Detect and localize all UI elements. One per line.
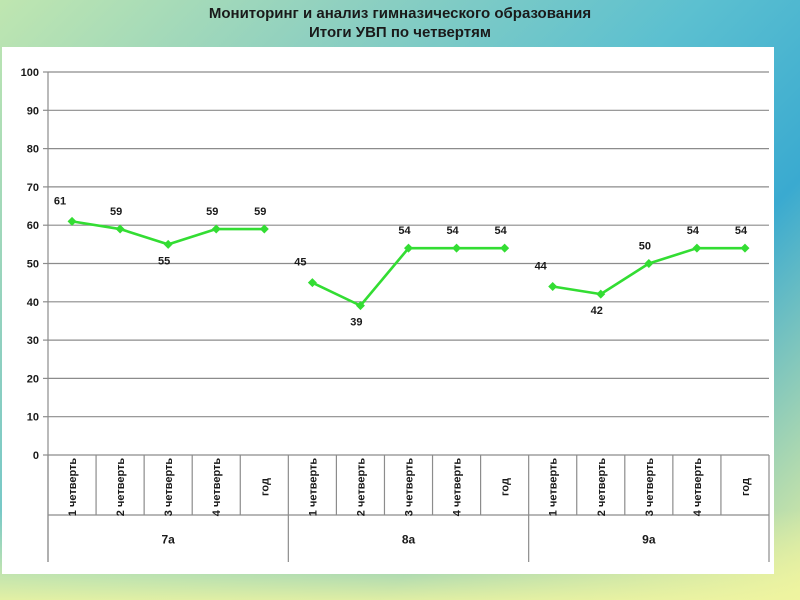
ytick-label: 10 (27, 412, 39, 424)
data-label: 54 (687, 225, 700, 237)
data-label: 61 (54, 195, 66, 207)
data-point (259, 224, 269, 234)
group-label-7а: 7а (161, 533, 175, 547)
data-point (355, 301, 365, 311)
data-label: 54 (735, 225, 748, 237)
ytick-label: 90 (27, 105, 39, 117)
category-label: 1 четверть (307, 458, 319, 517)
data-label: 55 (158, 255, 170, 267)
data-point (596, 289, 606, 299)
category-label: 1 четверть (67, 458, 79, 517)
category-label: 4 четверть (211, 458, 223, 517)
data-point (548, 281, 558, 291)
category-label: 4 четверть (692, 458, 704, 517)
data-label: 42 (591, 305, 603, 317)
data-point (644, 259, 654, 268)
data-label: 45 (294, 257, 306, 269)
y-tick-labels: 0 10 20 30 40 50 60 70 80 90 100 (21, 67, 39, 462)
group-label-9а: 9а (642, 533, 656, 547)
category-label: год (740, 478, 752, 496)
category-label: год (259, 478, 271, 496)
data-label: 50 (639, 241, 651, 253)
ytick-label: 50 (27, 259, 39, 271)
data-point (692, 243, 702, 253)
data-label: 44 (535, 260, 548, 272)
series-line-8а (311, 246, 505, 307)
data-point (404, 243, 413, 253)
data-point (211, 224, 221, 234)
ytick-label: 0 (33, 450, 39, 462)
data-label: 54 (495, 225, 508, 237)
ytick-label: 100 (21, 67, 39, 79)
data-point (67, 216, 77, 226)
data-label: 59 (206, 206, 218, 218)
series-line-9а (552, 246, 745, 296)
data-point (452, 243, 462, 253)
ytick-label: 70 (27, 182, 39, 194)
data-point (500, 243, 510, 253)
category-label: 2 четверть (355, 458, 367, 517)
chart-panel: 0 10 20 30 40 50 60 70 80 90 100 1 четверть 2 четве… (2, 47, 774, 574)
category-label: 3 четверть (163, 458, 175, 517)
category-label: 3 четверть (404, 458, 416, 517)
category-label: 4 четверть (452, 458, 464, 517)
grid-lines (48, 71, 769, 456)
data-point (307, 278, 317, 288)
data-point (740, 243, 750, 253)
ytick-label: 40 (27, 297, 39, 309)
title-line-2: Итоги УВП по четвертям (309, 24, 491, 41)
category-label: 1 четверть (548, 458, 560, 517)
slide-title: Мониторинг и анализ гимназического образ… (0, 4, 800, 42)
category-label: 2 четверть (115, 458, 127, 517)
axes (43, 71, 49, 562)
data-labels: 61 59 55 59 59 45 39 54 54 54 44 42 50 54 54 (54, 195, 748, 328)
category-label: год (500, 478, 512, 496)
line-chart: 0 10 20 30 40 50 60 70 80 90 100 1 четверть 2 четве… (21, 67, 770, 562)
ytick-label: 30 (27, 335, 39, 347)
data-label: 59 (110, 206, 122, 218)
category-axis: 1 четверть 2 четверть 3 четверть 4 четверть… (47, 455, 770, 562)
data-label: 39 (350, 317, 362, 329)
ytick-label: 20 (27, 373, 39, 385)
group-label-8а: 8а (402, 533, 416, 547)
category-label: 3 четверть (644, 458, 656, 517)
data-label: 54 (446, 225, 459, 237)
ytick-label: 80 (27, 144, 39, 156)
data-point (163, 239, 173, 249)
ytick-label: 60 (27, 220, 39, 232)
data-label: 54 (398, 225, 411, 237)
data-label: 59 (254, 206, 266, 218)
title-line-1: Мониторинг и анализ гимназического образ… (208, 5, 592, 22)
data-point (115, 224, 125, 234)
series (67, 216, 750, 311)
category-label: 2 четверть (596, 458, 608, 517)
